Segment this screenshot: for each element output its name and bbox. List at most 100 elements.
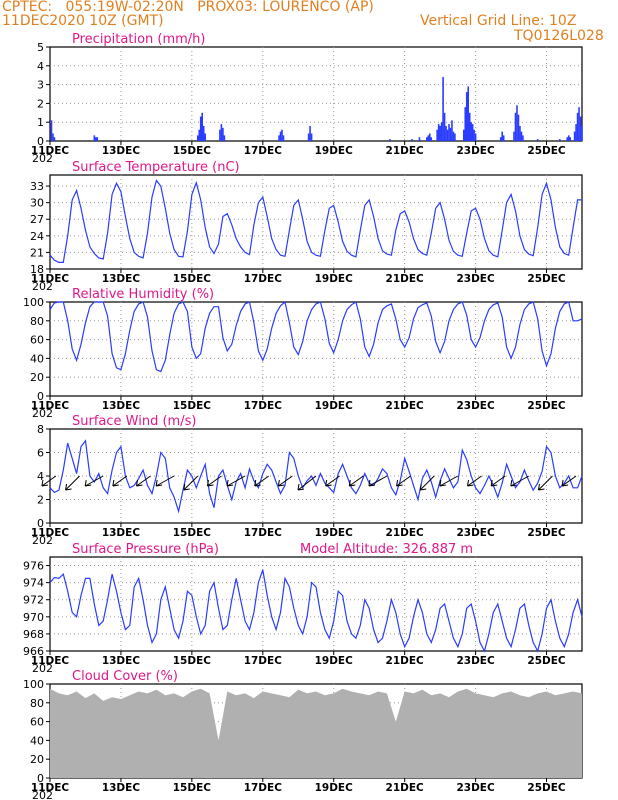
temp-xtick-label: 19DEC [315,273,354,285]
wind-arrow [439,475,459,487]
precip-bar [578,107,580,141]
precip-xtick-label: 13DEC [102,145,141,157]
precip-bar [198,129,201,141]
precip-bar [442,77,444,141]
temp-ytick-label: 33 [30,180,44,193]
precip-bar [536,139,539,141]
cloud-area [50,688,582,778]
precip-bar [576,112,579,141]
temp-xtick-label: 15DEC [173,273,212,285]
wind-arrow [183,475,199,491]
precip-bar [445,125,447,141]
pres-ytick-label: 976 [23,560,44,573]
wind-arrow-head [65,483,72,491]
pres-xtick-label: 13DEC [102,655,141,667]
precip-bar [449,127,452,141]
wind-xtick-label: 19DEC [315,527,354,539]
precip-bar [519,125,521,141]
cloud-ytick-label: 80 [30,697,44,710]
rh-frame [49,301,583,397]
wind-arrow [297,475,317,491]
precip-title: Precipitation (mm/h) [72,32,205,47]
precip-bar [520,131,523,141]
pres-xtick-label: 19DEC [315,655,354,667]
pres-ytick-label: 966 [23,645,44,658]
precip-bar [502,135,505,141]
run-code: TQ0126L028 [514,28,604,44]
wind-arrow-head [84,479,92,487]
wind-ytick-label: 0 [37,517,44,530]
precip-bar [95,137,97,141]
precip-bar [430,137,433,141]
pres-frame [49,556,583,652]
pres-ytick-label: 968 [23,628,44,641]
temp-xtick-label: 25DEC [527,273,566,285]
precip-ytick-label: 4 [37,60,44,73]
precip-bar [278,135,280,141]
wind-arrow-head [396,479,403,487]
pres-xtick-label: 17DEC [244,655,283,667]
wind-arrow [510,475,530,487]
pres-xtick-label: 21DEC [386,655,425,667]
temp-xtick-label: 11DEC [31,273,70,285]
cloud-ytick-label: 100 [23,678,44,691]
precip-xtick-label: 23DEC [456,145,495,157]
precip-bar [50,120,53,141]
precip-xtick-label: 19DEC [315,145,354,157]
wind-xtick-label: 21DEC [386,527,425,539]
rh-ytick-label: 80 [30,315,44,328]
wind-arrow [136,475,151,487]
wind-arrow [467,475,482,487]
temp-ytick-label: 27 [30,213,44,226]
cloud-xtick-label: 23DEC [456,782,495,794]
cloud-xtick-label: 13DEC [102,782,141,794]
wind-arrow [325,475,340,487]
precip-bar [448,124,450,141]
precip-bar [282,135,285,141]
precip-bar [202,125,205,141]
precip-bar [468,112,471,141]
cloud-ytick-label: 0 [37,772,44,785]
rh-ytick-label: 100 [23,296,44,309]
wind-arrow-head [206,479,214,487]
wind-arrow [419,475,435,491]
temp-xtick-label: 23DEC [456,273,495,285]
rh-xtick-label: 19DEC [315,400,354,412]
wind-arrow [368,475,388,487]
wind-arrow [226,475,246,487]
rh-xtick-label: 13DEC [102,400,141,412]
precip-bar [428,133,431,141]
temp-title: Surface Temperature (nC) [72,160,240,175]
wind-xtick-label: 13DEC [102,527,141,539]
header-line2: 11DEC2020 10Z (GMT) [2,13,164,29]
precip-bar [196,135,199,141]
precip-bar [279,131,282,141]
wind-arrow [490,475,506,487]
wind-arrow-head [112,479,119,487]
precip-xtick-label: 25DEC [527,145,566,157]
wind-title: Surface Wind (m/s) [72,414,196,429]
temp-ytick-label: 21 [30,246,44,259]
wind-ytick-label: 4 [37,470,44,483]
precip-bar [436,129,438,141]
temp-ytick-label: 30 [30,197,44,210]
cloud-xtick-label: 19DEC [315,782,354,794]
rh-xtick-label: 21DEC [386,400,425,412]
precip-bar [281,129,283,141]
wind-arrow-head [561,479,569,487]
pres-title: Surface Pressure (hPa) [72,542,219,557]
pres-xtick-label: 15DEC [173,655,212,667]
wind-arrow [254,475,270,487]
cloud-xtick-label: 11DEC [31,782,70,794]
rh-ytick-label: 60 [30,334,44,347]
rh-title: Relative Humidity (%) [72,287,214,302]
rh-ytick-label: 40 [30,352,44,365]
precip-bar [567,135,570,141]
precip-bar [219,129,221,141]
precip-bar [439,125,441,141]
wind-arrow [155,475,175,487]
wind-arrow [561,475,577,487]
wind-arrow-head [490,479,498,487]
wind-arrow-head [510,479,517,487]
cloud-title: Cloud Cover (%) [72,669,178,684]
